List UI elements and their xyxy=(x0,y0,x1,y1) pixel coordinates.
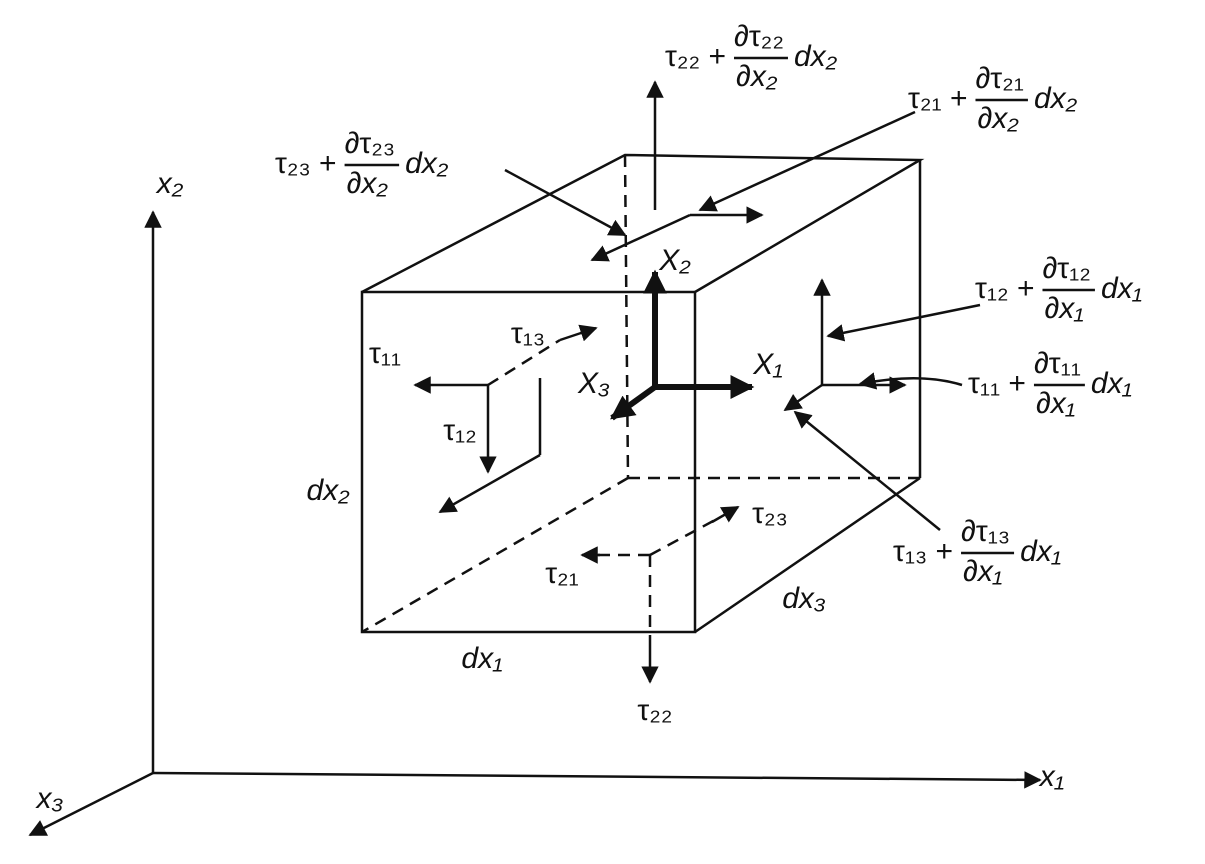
label: τ₂₂ xyxy=(637,694,672,727)
numerator: ∂τ₂₃ xyxy=(345,127,396,160)
numerator: ∂τ₂₂ xyxy=(734,20,784,53)
label: dx₃ xyxy=(782,582,826,615)
labels: x₁ x₂ x₃ X₁ X₂ X₃ τ₁₁ τ₁₂ τ₁₃ τ₂₁ τ₂₂ τ₂₃ dx₁ dx₂ dx₃ xyxy=(35,167,1065,815)
local-axes xyxy=(610,269,755,421)
denominator: ∂x₂ xyxy=(977,102,1019,135)
denominator: ∂x₁ xyxy=(1044,292,1083,325)
numerator: ∂τ₁₃ xyxy=(961,515,1010,548)
label: X₁ xyxy=(752,348,782,381)
label: τ₁₁ xyxy=(369,337,401,370)
denominator: ∂x₁ xyxy=(963,555,1002,588)
numerator: ∂τ₁₂ xyxy=(1042,252,1090,285)
label: τ₂₃ xyxy=(752,497,788,530)
expression: τ₂₃ +∂τ₂₃ ∂x₂ dx₂ xyxy=(275,127,449,200)
expression: τ₂₁ +∂τ₂₁ ∂x₂ dx₂ xyxy=(908,62,1078,135)
expression-base: τ₁₂ + xyxy=(975,272,1034,305)
expression-base: τ₂₂ + xyxy=(665,40,726,73)
factor: dx₂ xyxy=(405,147,449,180)
factor: dx₁ xyxy=(1101,272,1142,305)
stress-arrows xyxy=(413,80,907,684)
factor: dx₂ xyxy=(1034,82,1078,115)
factor: dx₁ xyxy=(1020,535,1061,568)
denominator: ∂x₂ xyxy=(347,167,389,200)
numerator: ∂τ₁₁ xyxy=(1034,347,1081,380)
label: x₂ xyxy=(155,167,184,200)
denominator: ∂x₁ xyxy=(1036,387,1075,420)
denominator: ∂x₂ xyxy=(736,60,778,93)
label: τ₂₁ xyxy=(545,557,579,590)
label: X₂ xyxy=(658,244,691,277)
expression-base: τ₁₁ + xyxy=(968,367,1026,400)
expression-base: τ₂₁ + xyxy=(908,82,967,115)
label: τ₁₂ xyxy=(443,414,477,447)
expression-base: τ₂₃ + xyxy=(275,147,337,180)
factor: dx₁ xyxy=(1091,367,1132,400)
label: τ₁₃ xyxy=(511,317,545,350)
label: dx₂ xyxy=(306,474,350,507)
expression: τ₂₂ +∂τ₂₂ ∂x₂ dx₂ xyxy=(665,20,838,93)
expression: τ₁₃ +∂τ₁₃ ∂x₁ dx₁ xyxy=(893,515,1061,588)
label: dx₁ xyxy=(461,642,502,675)
expression: τ₁₂ +∂τ₁₂ ∂x₁ dx₁ xyxy=(975,252,1142,325)
numerator: ∂τ₂₁ xyxy=(975,62,1023,95)
leader-lines xyxy=(504,110,981,531)
label: x₁ xyxy=(1038,760,1064,793)
factor: dx₂ xyxy=(794,40,838,73)
label: X₃ xyxy=(577,367,610,400)
label: x₃ xyxy=(35,782,64,815)
expression-base: τ₁₃ + xyxy=(893,535,953,568)
expression: τ₁₁ +∂τ₁₁ ∂x₁ dx₁ xyxy=(968,347,1132,420)
axes xyxy=(28,210,1042,837)
element-cube xyxy=(360,153,925,634)
expressions: τ₂₂ +∂τ₂₂ ∂x₂ dx₂ τ₂₁ +∂τ₂₁ ∂x₂ dx₂ τ₂₃ +∂τ₂₃ ∂… xyxy=(275,20,1142,588)
